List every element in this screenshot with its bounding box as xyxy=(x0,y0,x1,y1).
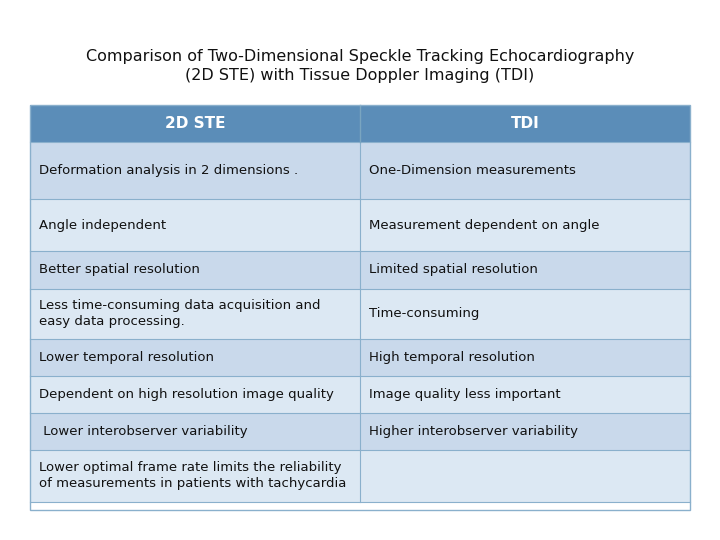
Text: Dependent on high resolution image quality: Dependent on high resolution image quali… xyxy=(39,388,333,401)
Text: 2D STE: 2D STE xyxy=(165,116,225,131)
Text: Deformation analysis in 2 dimensions .: Deformation analysis in 2 dimensions . xyxy=(39,164,298,177)
Text: Lower interobserver variability: Lower interobserver variability xyxy=(39,425,247,438)
Text: Image quality less important: Image quality less important xyxy=(369,388,560,401)
Text: Higher interobserver variability: Higher interobserver variability xyxy=(369,425,577,438)
Text: TDI: TDI xyxy=(510,116,539,131)
Text: Better spatial resolution: Better spatial resolution xyxy=(39,264,199,276)
Text: Limited spatial resolution: Limited spatial resolution xyxy=(369,264,538,276)
Text: High temporal resolution: High temporal resolution xyxy=(369,351,534,364)
Text: Comparison of Two-Dimensional Speckle Tracking Echocardiography
(2D STE) with Ti: Comparison of Two-Dimensional Speckle Tr… xyxy=(86,49,634,83)
Text: Measurement dependent on angle: Measurement dependent on angle xyxy=(369,219,599,232)
Text: Angle independent: Angle independent xyxy=(39,219,166,232)
Text: Lower temporal resolution: Lower temporal resolution xyxy=(39,351,214,364)
Text: Lower optimal frame rate limits the reliability
of measurements in patients with: Lower optimal frame rate limits the reli… xyxy=(39,462,346,490)
Text: Time-consuming: Time-consuming xyxy=(369,307,479,321)
Text: Less time-consuming data acquisition and
easy data processing.: Less time-consuming data acquisition and… xyxy=(39,300,320,328)
Text: One-Dimension measurements: One-Dimension measurements xyxy=(369,164,575,177)
